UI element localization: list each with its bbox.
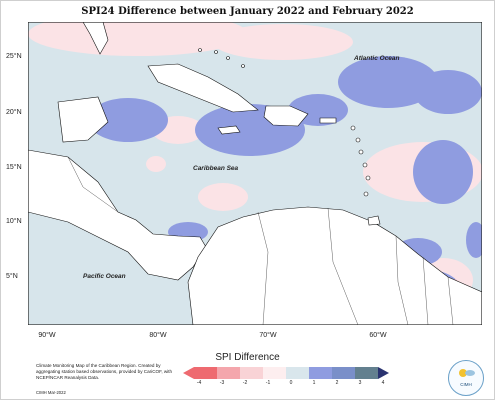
- colorbar-tick: 4: [381, 380, 385, 386]
- colorbar-end-high: [378, 367, 389, 379]
- hispaniola: [263, 105, 309, 127]
- lat-label-25: 25°N: [6, 53, 22, 60]
- colorbar-segment: [263, 367, 286, 379]
- lon-label-70: 70°W: [259, 332, 277, 339]
- land-masses: [28, 22, 482, 325]
- jamaica: [217, 125, 241, 135]
- map-panel: Atlantic Ocean Caribbean Sea Pacific Oce…: [28, 22, 482, 325]
- lat-label-20: 20°N: [6, 109, 22, 116]
- map-title: SPI24 Difference between January 2022 an…: [81, 6, 414, 17]
- colorbar-segment: [332, 367, 355, 379]
- colorbar-tick: 2: [335, 380, 339, 386]
- cuba: [147, 63, 259, 113]
- sun-icon: [459, 369, 475, 377]
- colorbar-segment: [217, 367, 240, 379]
- colorbar-segment: [194, 367, 217, 379]
- lat-label-5: 5°N: [6, 273, 18, 280]
- credit-date: CIMH Mar-2022: [36, 390, 66, 395]
- south-america: [187, 206, 482, 325]
- lon-label-90: 90°W: [38, 332, 56, 339]
- colorbar-segment: [355, 367, 378, 379]
- puerto-rico: [319, 117, 337, 124]
- colorbar-tick: -1: [265, 380, 271, 386]
- lon-label-60: 60°W: [369, 332, 387, 339]
- map-text-labels: Atlantic Ocean Caribbean Sea Pacific Oce…: [83, 55, 400, 280]
- colorbar-end-low: [183, 367, 194, 379]
- yucatan: [57, 96, 109, 143]
- label-caribbean-sea: Caribbean Sea: [193, 165, 239, 172]
- colorbar-segment: [286, 367, 309, 379]
- lon-label-80: 80°W: [149, 332, 167, 339]
- lat-label-15: 15°N: [6, 164, 22, 171]
- label-pacific-ocean: Pacific Ocean: [83, 273, 126, 280]
- map-border: [28, 22, 482, 325]
- label-atlantic-ocean: Atlantic Ocean: [353, 55, 400, 62]
- colorbar-tick: 3: [358, 380, 362, 386]
- country-borders: [67, 156, 454, 325]
- colorbar-tick: 0: [289, 380, 293, 386]
- florida: [82, 22, 109, 55]
- colorbar-segment: [240, 367, 263, 379]
- credit-text: Climate Monitoring Map of the Caribbean …: [36, 363, 173, 380]
- trinidad: [367, 215, 381, 226]
- map-svg: Atlantic Ocean Caribbean Sea Pacific Oce…: [28, 22, 482, 325]
- colorbar-tick: 1: [312, 380, 316, 386]
- cimh-logo: CIMH: [448, 360, 484, 396]
- colorbar-title: SPI Difference: [215, 352, 280, 363]
- colorbar-tick: -4: [196, 380, 202, 386]
- lesser-antilles: [198, 48, 371, 197]
- colorbar: [183, 367, 389, 379]
- colorbar-tick: -3: [219, 380, 225, 386]
- logo-text: CIMH: [460, 382, 472, 387]
- colorbar-segment: [309, 367, 332, 379]
- lat-label-10: 10°N: [6, 218, 22, 225]
- colorbar-tick: -2: [242, 380, 248, 386]
